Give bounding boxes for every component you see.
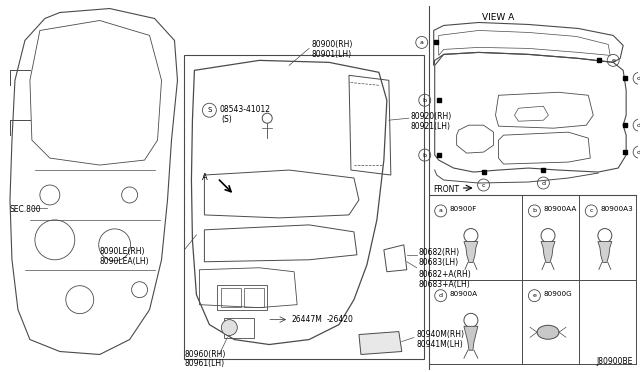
Text: c: c xyxy=(589,208,593,214)
Polygon shape xyxy=(359,331,402,355)
Text: 80683(LH): 80683(LH) xyxy=(419,258,459,267)
Text: c: c xyxy=(482,183,485,187)
Text: b: b xyxy=(423,98,427,103)
Text: -26420: -26420 xyxy=(327,315,354,324)
Text: b: b xyxy=(423,153,427,158)
Text: d: d xyxy=(438,293,443,298)
Text: 80900(RH): 80900(RH) xyxy=(311,41,353,49)
Text: J80900BE: J80900BE xyxy=(596,357,633,366)
Text: d: d xyxy=(541,180,545,186)
Text: e: e xyxy=(611,58,615,63)
Text: (S): (S) xyxy=(221,115,232,124)
Ellipse shape xyxy=(537,325,559,339)
Polygon shape xyxy=(464,326,478,350)
Text: 80901(LH): 80901(LH) xyxy=(311,50,351,60)
Text: A: A xyxy=(202,173,207,182)
Text: 08543-41012: 08543-41012 xyxy=(220,105,270,114)
Text: 80683+A(LH): 80683+A(LH) xyxy=(419,280,470,289)
Text: 8090LEA(LH): 8090LEA(LH) xyxy=(100,257,149,266)
Text: a: a xyxy=(420,40,424,45)
Text: S: S xyxy=(207,107,212,113)
Text: 80961(LH): 80961(LH) xyxy=(184,359,225,369)
Bar xyxy=(184,55,424,359)
Bar xyxy=(221,288,241,307)
Text: SEC.800: SEC.800 xyxy=(10,205,42,214)
Polygon shape xyxy=(598,241,612,263)
Text: 80682(RH): 80682(RH) xyxy=(419,248,460,257)
Text: 80900AA: 80900AA xyxy=(543,206,577,212)
Text: d: d xyxy=(637,123,640,128)
Text: 80941M(LH): 80941M(LH) xyxy=(417,340,463,349)
Text: d: d xyxy=(637,150,640,155)
Text: d: d xyxy=(637,76,640,81)
Text: 80921(LH): 80921(LH) xyxy=(411,122,451,131)
Polygon shape xyxy=(464,241,478,263)
Text: b: b xyxy=(532,208,536,214)
Text: 80900A3: 80900A3 xyxy=(600,206,633,212)
Text: 80920(RH): 80920(RH) xyxy=(411,112,452,121)
Bar xyxy=(244,288,264,307)
Text: 80682+A(RH): 80682+A(RH) xyxy=(419,270,472,279)
Text: 80900F: 80900F xyxy=(450,206,477,212)
Text: VIEW A: VIEW A xyxy=(483,13,515,22)
Text: 26447M: 26447M xyxy=(291,315,322,324)
Polygon shape xyxy=(541,241,555,263)
Bar xyxy=(218,285,268,310)
Text: a: a xyxy=(439,208,443,214)
Text: 80900G: 80900G xyxy=(543,291,572,297)
Text: 80940M(RH): 80940M(RH) xyxy=(417,330,465,339)
Text: 80960(RH): 80960(RH) xyxy=(184,350,226,359)
Text: FRONT: FRONT xyxy=(434,185,460,194)
Text: 80900A: 80900A xyxy=(450,291,478,297)
Bar xyxy=(225,318,254,337)
Text: e: e xyxy=(532,293,536,298)
Circle shape xyxy=(221,320,237,336)
Text: 8090LE(RH): 8090LE(RH) xyxy=(100,247,145,256)
